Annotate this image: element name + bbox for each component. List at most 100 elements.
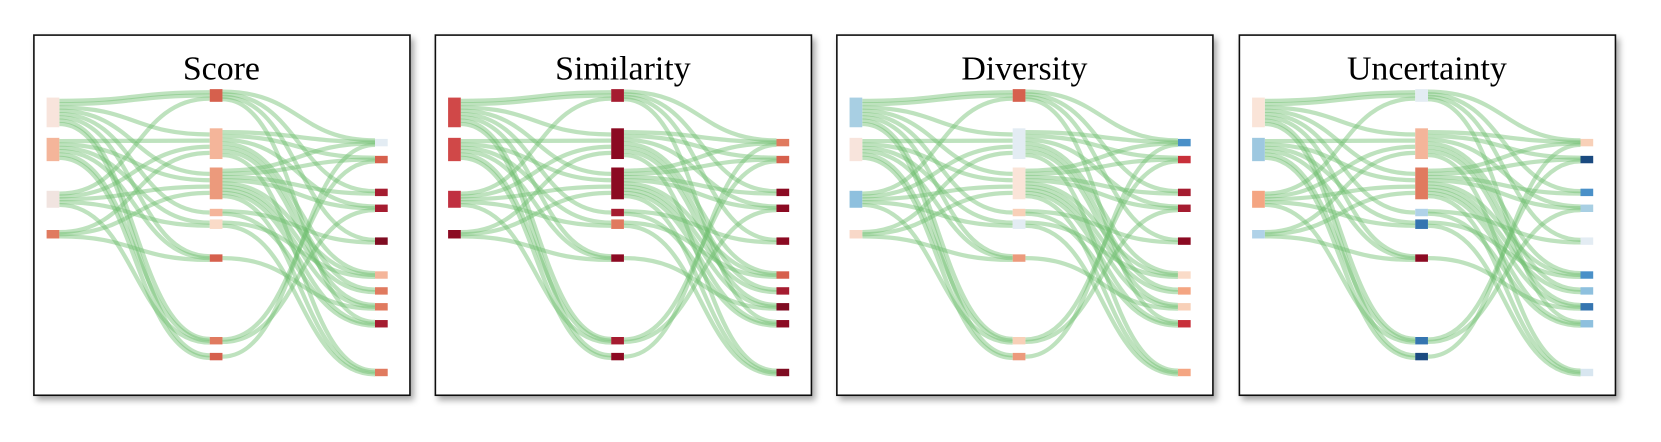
node: [1580, 287, 1594, 295]
flow-link: [222, 193, 376, 375]
flow-link: [1427, 145, 1581, 292]
flow-link: [862, 138, 1013, 144]
flow-link: [1025, 193, 1178, 375]
flow-link: [1264, 199, 1416, 228]
flow-link: [1427, 157, 1581, 176]
flow-link: [623, 220, 777, 279]
panel: Diversity: [836, 34, 1214, 397]
flow-link: [1427, 209, 1581, 245]
flow-link: [623, 211, 777, 328]
node: [209, 128, 223, 160]
flow-link: [1025, 184, 1178, 295]
node: [1580, 237, 1594, 245]
flow-link: [222, 223, 376, 377]
flow-link: [1025, 133, 1178, 160]
flow-link: [623, 208, 777, 345]
node: [46, 97, 60, 128]
flow-link: [623, 223, 777, 377]
flow-link: [59, 111, 210, 215]
flow-link: [1427, 153, 1581, 373]
flow-link: [1264, 152, 1416, 343]
flow-link: [59, 96, 210, 196]
node: [1177, 303, 1191, 311]
node: [209, 89, 223, 102]
node: [1177, 204, 1191, 212]
flow-link: [1427, 181, 1581, 278]
flow-link: [1025, 130, 1178, 144]
flow-link: [1427, 89, 1581, 143]
flow-link: [862, 118, 1013, 341]
flow-link: [1427, 208, 1581, 345]
flow-link: [1427, 255, 1581, 311]
flow-link: [1264, 111, 1416, 215]
flow-link: [222, 178, 375, 211]
flow-link: [623, 133, 777, 160]
flow-link: [59, 149, 210, 261]
node: [1177, 271, 1191, 279]
node: [46, 137, 60, 162]
flow-link: [623, 193, 777, 375]
flow-link: [623, 141, 777, 173]
node: [611, 167, 624, 200]
node: [46, 230, 60, 239]
flow-link: [623, 187, 777, 309]
flow-link: [222, 141, 375, 173]
flow-link: [862, 234, 1013, 263]
flow-link: [1025, 211, 1178, 328]
flow-link: [1427, 97, 1581, 325]
flow-link: [1025, 141, 1178, 173]
node: [1012, 167, 1026, 200]
flow-link: [623, 141, 777, 276]
node: [1012, 219, 1026, 229]
flow-link: [862, 155, 1013, 360]
node: [776, 368, 790, 377]
flow-link: [222, 159, 376, 342]
flow-link: [460, 145, 612, 225]
node: [1177, 188, 1191, 197]
flow-link: [623, 174, 777, 196]
node: [374, 287, 388, 295]
flow-link: [460, 142, 612, 183]
node: [1580, 271, 1594, 279]
flow-link: [862, 202, 1013, 345]
flow-link: [222, 184, 375, 295]
flow-link: [59, 118, 210, 341]
node: [448, 190, 461, 208]
node: [611, 254, 624, 262]
flow-link: [1427, 187, 1581, 309]
panel-title: Uncertainty: [1347, 51, 1507, 88]
node: [1415, 167, 1428, 200]
flow-link: [1264, 190, 1416, 237]
node: [1177, 237, 1191, 245]
node: [611, 219, 624, 229]
node: [849, 137, 863, 162]
flow-link: [222, 187, 375, 309]
flow-link: [222, 141, 375, 276]
node: [776, 204, 790, 212]
flow-link: [460, 121, 612, 358]
node: [1252, 137, 1265, 162]
panel-title: Diversity: [961, 51, 1087, 88]
flow-link: [1025, 145, 1178, 292]
flow-link: [460, 138, 612, 144]
node: [1580, 303, 1594, 311]
flow-link: [623, 209, 777, 245]
flow-link: [222, 92, 375, 194]
node: [1012, 336, 1026, 345]
node: [1415, 128, 1428, 160]
flow-link: [1025, 255, 1178, 311]
flow-link: [1264, 105, 1416, 137]
flow-link: [862, 142, 1013, 183]
node: [1415, 336, 1428, 345]
node: [374, 237, 388, 245]
flow-link: [222, 209, 375, 245]
flow-link: [1264, 108, 1416, 176]
flow-link: [1264, 144, 1416, 199]
node: [1177, 368, 1191, 377]
node: [46, 190, 60, 208]
flow-link: [59, 138, 210, 144]
flow-link: [623, 94, 777, 243]
flow-link: [1264, 184, 1416, 202]
node: [374, 188, 388, 197]
